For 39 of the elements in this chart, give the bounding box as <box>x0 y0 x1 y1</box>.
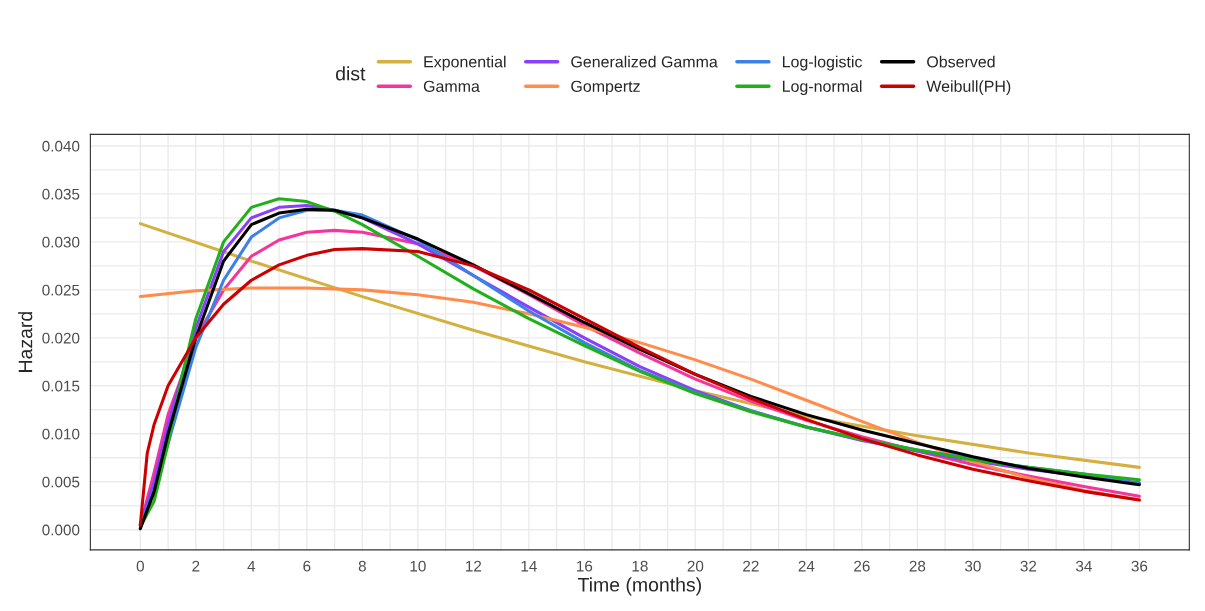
x-tick-label: 34 <box>1075 560 1092 572</box>
y-tick-label: 0.040 <box>42 140 80 152</box>
y-tick-label: 0.020 <box>42 332 80 344</box>
y-tick-label: 0.035 <box>42 188 80 200</box>
x-tick-label: 28 <box>909 560 926 572</box>
y-tick-label: 0.005 <box>42 476 80 488</box>
legend-label: Gamma <box>423 80 480 92</box>
legend-label: Generalized Gamma <box>571 55 718 68</box>
x-tick-label: 10 <box>410 560 426 572</box>
x-tick-label: 0 <box>136 560 144 572</box>
x-tick-label: 4 <box>247 560 256 572</box>
legend-label: Exponential <box>424 55 506 71</box>
legend-label: Log-logistic <box>782 55 863 71</box>
x-tick-label: 30 <box>964 560 981 572</box>
x-tick-label: 26 <box>854 560 870 572</box>
x-tick-label: 8 <box>358 560 366 572</box>
legend-label: Observed <box>927 55 995 68</box>
x-tick-label: 20 <box>687 560 704 572</box>
y-tick-label: 0.010 <box>42 428 80 440</box>
x-tick-label: 6 <box>303 560 311 572</box>
x-tick-label: 14 <box>521 560 537 572</box>
x-tick-label: 2 <box>192 560 200 572</box>
legend-label: Weibull(PH) <box>926 80 1011 96</box>
legend-label: Log-normal <box>782 80 862 96</box>
x-tick-label: 12 <box>466 560 482 572</box>
legend-label: Gompertz <box>571 80 640 96</box>
legend-title: dist <box>336 66 366 81</box>
x-tick-label: 18 <box>632 560 648 572</box>
y-axis-title: Hazard <box>18 312 33 372</box>
y-tick-label: 0.000 <box>42 524 80 536</box>
x-tick-label: 32 <box>1020 560 1037 572</box>
x-axis-title: Time (months) <box>578 577 701 596</box>
y-tick-label: 0.025 <box>42 284 80 296</box>
x-tick-label: 24 <box>798 560 815 572</box>
x-tick-label: 16 <box>577 560 593 572</box>
x-tick-label: 22 <box>743 560 759 572</box>
y-tick-label: 0.030 <box>42 236 80 248</box>
x-tick-label: 36 <box>1131 560 1148 572</box>
y-tick-label: 0.015 <box>42 380 80 392</box>
